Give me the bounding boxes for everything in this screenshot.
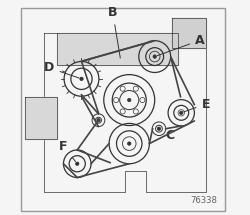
Circle shape <box>180 111 183 115</box>
Text: A: A <box>157 34 205 56</box>
Polygon shape <box>57 33 178 65</box>
Text: E: E <box>184 97 210 112</box>
Polygon shape <box>172 18 206 48</box>
Circle shape <box>128 98 131 102</box>
Polygon shape <box>25 97 57 139</box>
Text: 76338: 76338 <box>190 196 217 205</box>
Text: B: B <box>108 6 120 58</box>
Circle shape <box>80 77 83 81</box>
Circle shape <box>157 127 161 131</box>
Text: D: D <box>44 61 79 78</box>
Circle shape <box>128 142 131 145</box>
Circle shape <box>97 118 100 122</box>
Circle shape <box>153 55 156 58</box>
FancyBboxPatch shape <box>21 8 225 212</box>
Polygon shape <box>44 33 206 192</box>
Text: C: C <box>159 129 174 142</box>
Circle shape <box>76 162 79 165</box>
Text: F: F <box>59 140 76 161</box>
